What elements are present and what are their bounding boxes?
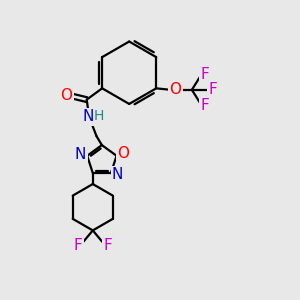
- Text: F: F: [200, 68, 209, 82]
- Text: H: H: [94, 109, 104, 123]
- Text: O: O: [169, 82, 181, 97]
- Text: O: O: [117, 146, 129, 161]
- Text: O: O: [61, 88, 73, 103]
- Text: F: F: [74, 238, 82, 253]
- Text: N: N: [112, 167, 123, 182]
- Text: F: F: [103, 238, 112, 253]
- Text: N: N: [75, 147, 86, 162]
- Text: N: N: [82, 110, 94, 124]
- Text: F: F: [208, 82, 217, 97]
- Text: F: F: [200, 98, 209, 113]
